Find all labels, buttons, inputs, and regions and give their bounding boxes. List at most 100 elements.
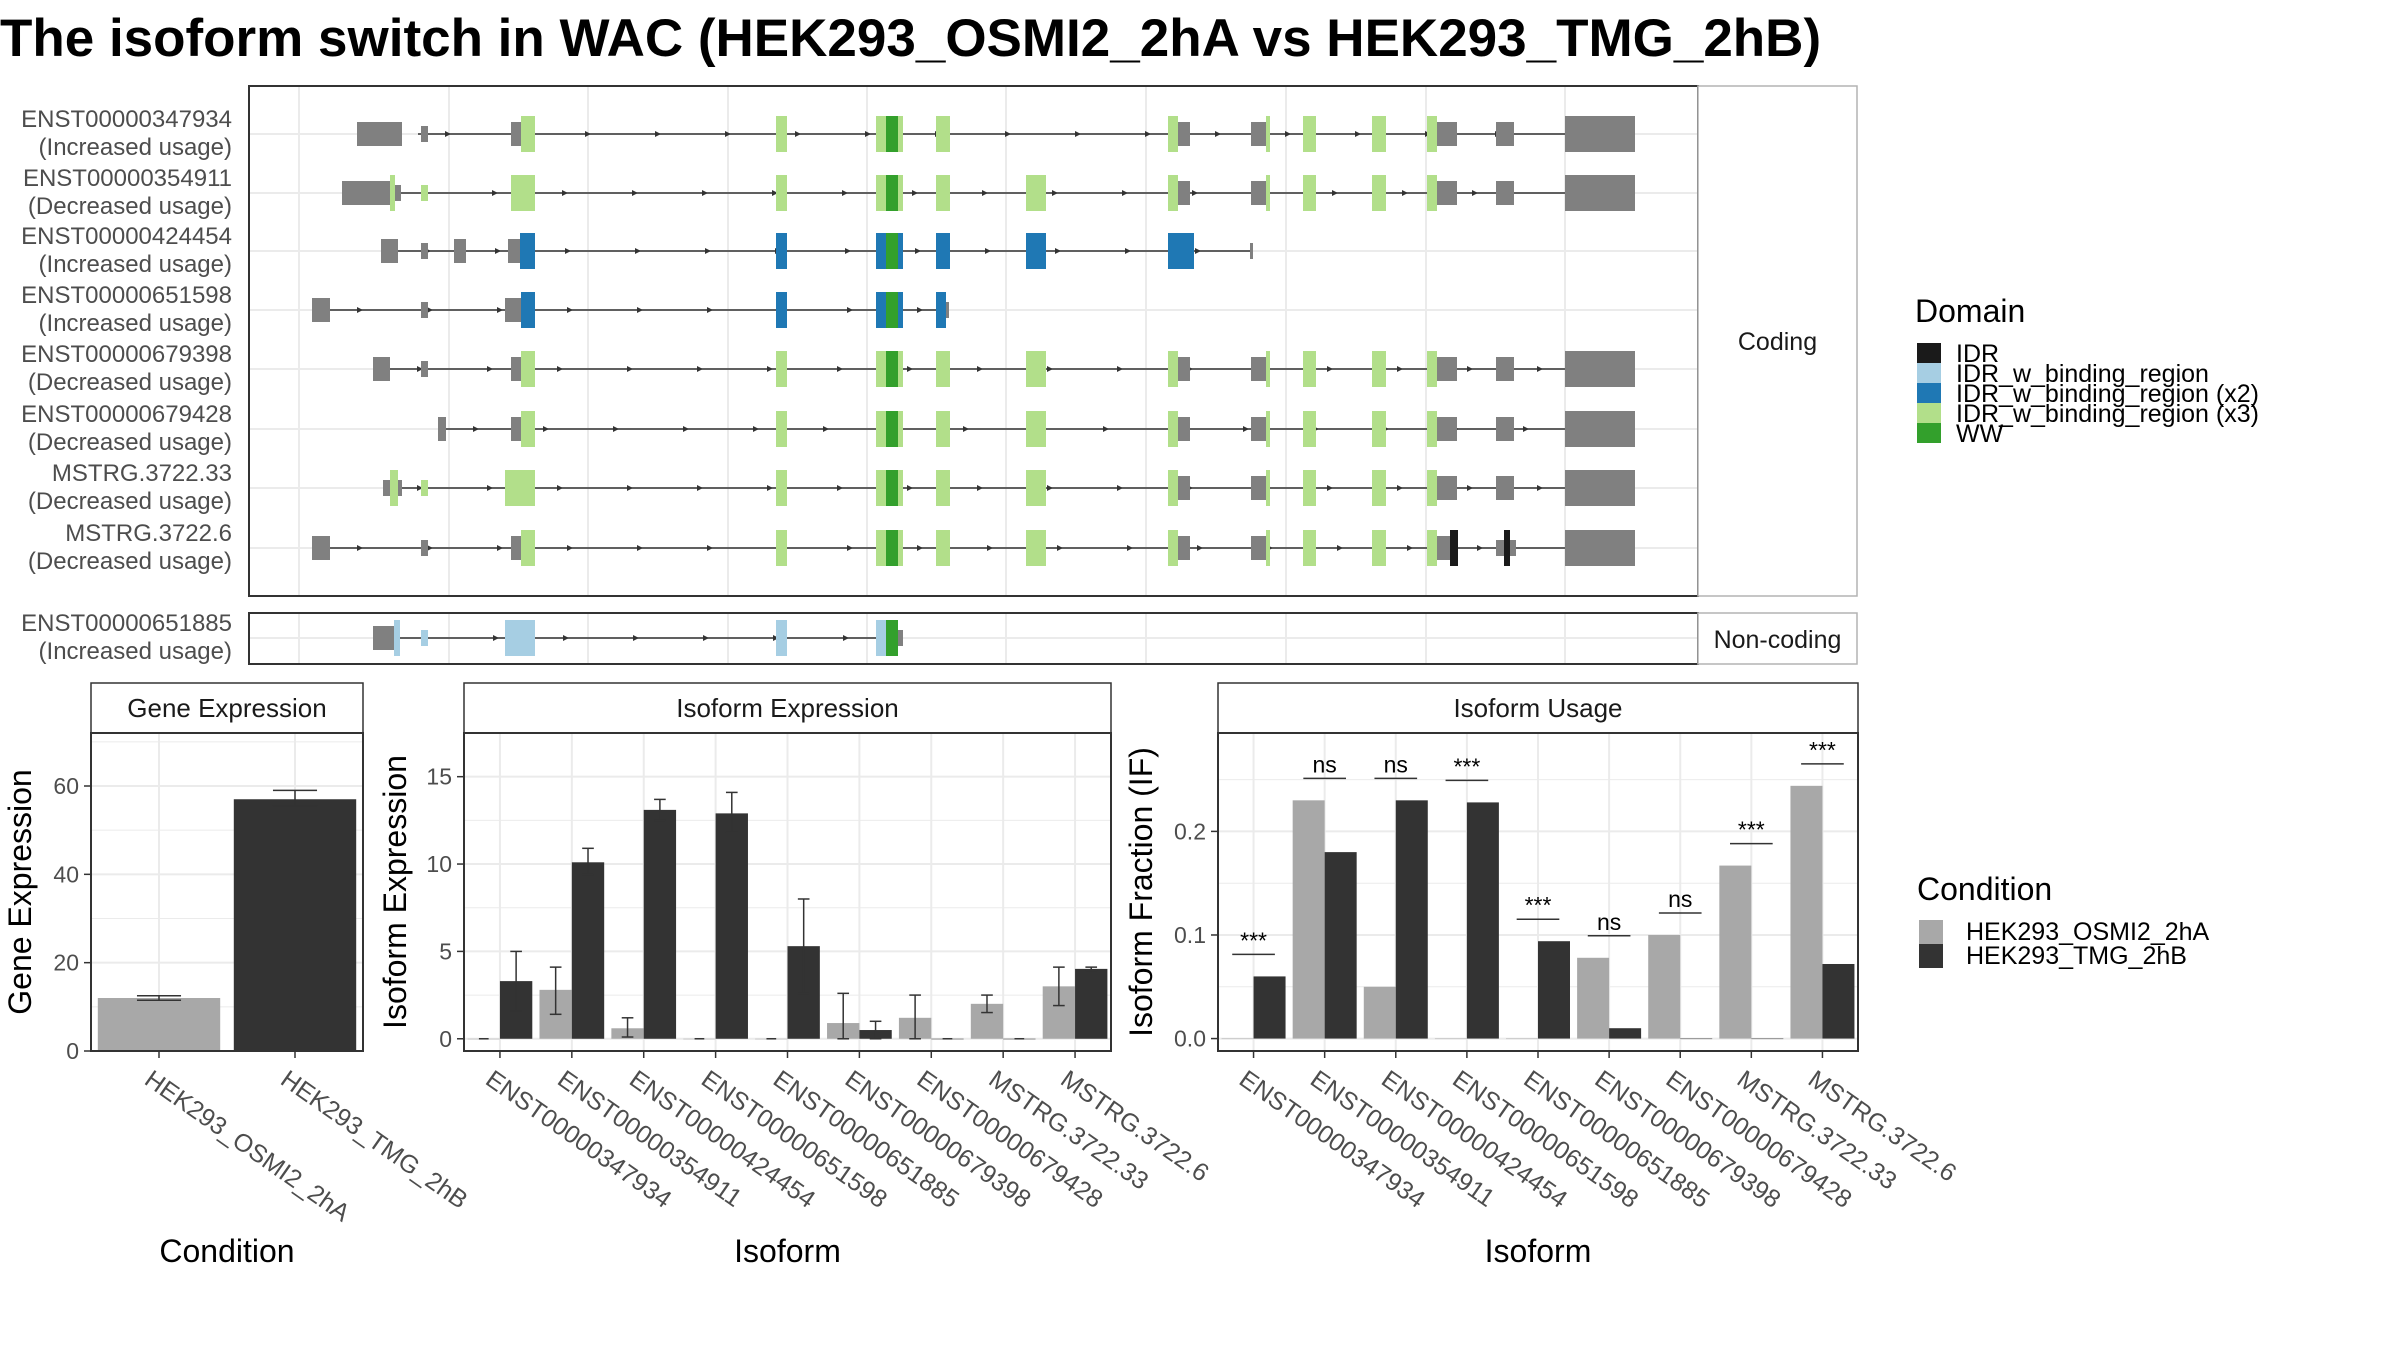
exon: [1510, 540, 1516, 556]
exon: [1178, 417, 1190, 441]
legend-key: [1917, 423, 1941, 443]
direction-arrow: [907, 485, 913, 491]
bar: [1719, 865, 1752, 1039]
significance-label: ns: [1597, 909, 1621, 935]
exon: [511, 536, 521, 560]
transcript-usage-label: (Increased usage): [39, 251, 232, 278]
legend-item-label: WW: [1956, 420, 2004, 448]
exon: [511, 357, 521, 381]
bar: [1363, 986, 1396, 1039]
transcript-id-label: ENST00000651598: [21, 282, 232, 309]
direction-arrow: [707, 307, 713, 313]
x-axis-title: Condition: [159, 1233, 294, 1269]
direction-arrow: [1397, 366, 1403, 372]
exon: [1437, 357, 1457, 381]
y-axis-title: Isoform Expression: [377, 755, 413, 1029]
direction-arrow: [1477, 545, 1483, 551]
exon: [776, 292, 787, 328]
facet-strip-coding: [1697, 85, 1858, 597]
exon: [936, 116, 950, 152]
exon: [1565, 175, 1635, 211]
exon: [1026, 233, 1046, 269]
direction-arrow: [357, 545, 363, 551]
direction-arrow: [1047, 366, 1053, 372]
exon: [898, 233, 903, 269]
exon: [1565, 411, 1635, 447]
direction-arrow: [753, 426, 759, 432]
direction-arrow: [497, 307, 503, 313]
isoform-usage-chart: Isoform Usage *** ns ns *** *** ns ns *** *** 0.0 0…: [1123, 682, 1961, 1269]
legend-item-label: IDR_w_binding_region: [1956, 360, 2209, 388]
exon: [876, 175, 886, 211]
bar: [1434, 1038, 1467, 1040]
exon: [776, 175, 787, 211]
direction-arrow: [1192, 190, 1198, 196]
direction-arrow: [1243, 426, 1249, 432]
exon: [1437, 476, 1457, 500]
significance-label: ***: [1738, 817, 1765, 843]
direction-arrow: [1145, 131, 1151, 137]
direction-arrow: [1047, 485, 1053, 491]
direction-arrow: [1397, 485, 1403, 491]
direction-arrow: [1407, 545, 1413, 551]
transcript-panel-bg: [249, 86, 1698, 596]
exon: [1178, 357, 1190, 381]
legend-item-label: IDR_w_binding_region (x2): [1956, 380, 2259, 408]
exon: [1266, 175, 1270, 211]
y-axis-title: Gene Expression: [2, 769, 38, 1014]
exon: [521, 351, 535, 387]
exon: [390, 175, 395, 211]
exon: [438, 417, 446, 441]
direction-arrow: [417, 485, 423, 491]
transcript-usage-label: (Decreased usage): [28, 429, 232, 456]
direction-arrow: [963, 426, 969, 432]
bar: [1292, 800, 1325, 1039]
exon: [886, 351, 898, 387]
exon: [876, 530, 886, 566]
direction-arrow: [1103, 426, 1109, 432]
direction-arrow: [562, 190, 568, 196]
exon: [312, 298, 330, 322]
exon: [1303, 175, 1316, 211]
exon: [886, 292, 898, 328]
exon: [521, 530, 535, 566]
direction-arrow: [1075, 131, 1081, 137]
exon: [876, 292, 886, 328]
exon: [521, 411, 535, 447]
bar: [1395, 800, 1428, 1039]
transcript-usage-label: (Increased usage): [39, 638, 232, 665]
direction-arrow: [493, 635, 499, 641]
bar: [571, 862, 605, 1039]
exon: [1168, 116, 1178, 152]
direction-arrow: [703, 635, 709, 641]
exon: [454, 239, 466, 263]
exon: [898, 175, 903, 211]
exon: [1303, 351, 1316, 387]
direction-arrow: [837, 366, 843, 372]
direction-arrow: [1327, 366, 1333, 372]
legend-item-label: IDR_w_binding_region (x3): [1956, 400, 2259, 428]
direction-arrow: [1122, 190, 1128, 196]
direction-arrow: [1052, 190, 1058, 196]
exon: [1496, 357, 1514, 381]
direction-arrow: [1005, 131, 1011, 137]
exon: [1450, 530, 1458, 566]
exon: [1427, 470, 1437, 506]
exon: [520, 233, 535, 269]
exon: [1565, 116, 1635, 152]
exon: [1266, 116, 1270, 152]
exon: [936, 175, 950, 211]
direction-arrow: [1195, 248, 1201, 254]
exon: [357, 122, 402, 146]
direction-arrow: [1337, 545, 1343, 551]
direction-arrow: [1215, 131, 1221, 137]
bar: [1075, 968, 1108, 1039]
direction-arrow: [917, 307, 923, 313]
direction-arrow: [1355, 131, 1361, 137]
exon: [876, 233, 886, 269]
exon: [936, 530, 950, 566]
exon: [505, 470, 535, 506]
direction-arrow: [445, 131, 451, 137]
bar: [1609, 1028, 1642, 1039]
